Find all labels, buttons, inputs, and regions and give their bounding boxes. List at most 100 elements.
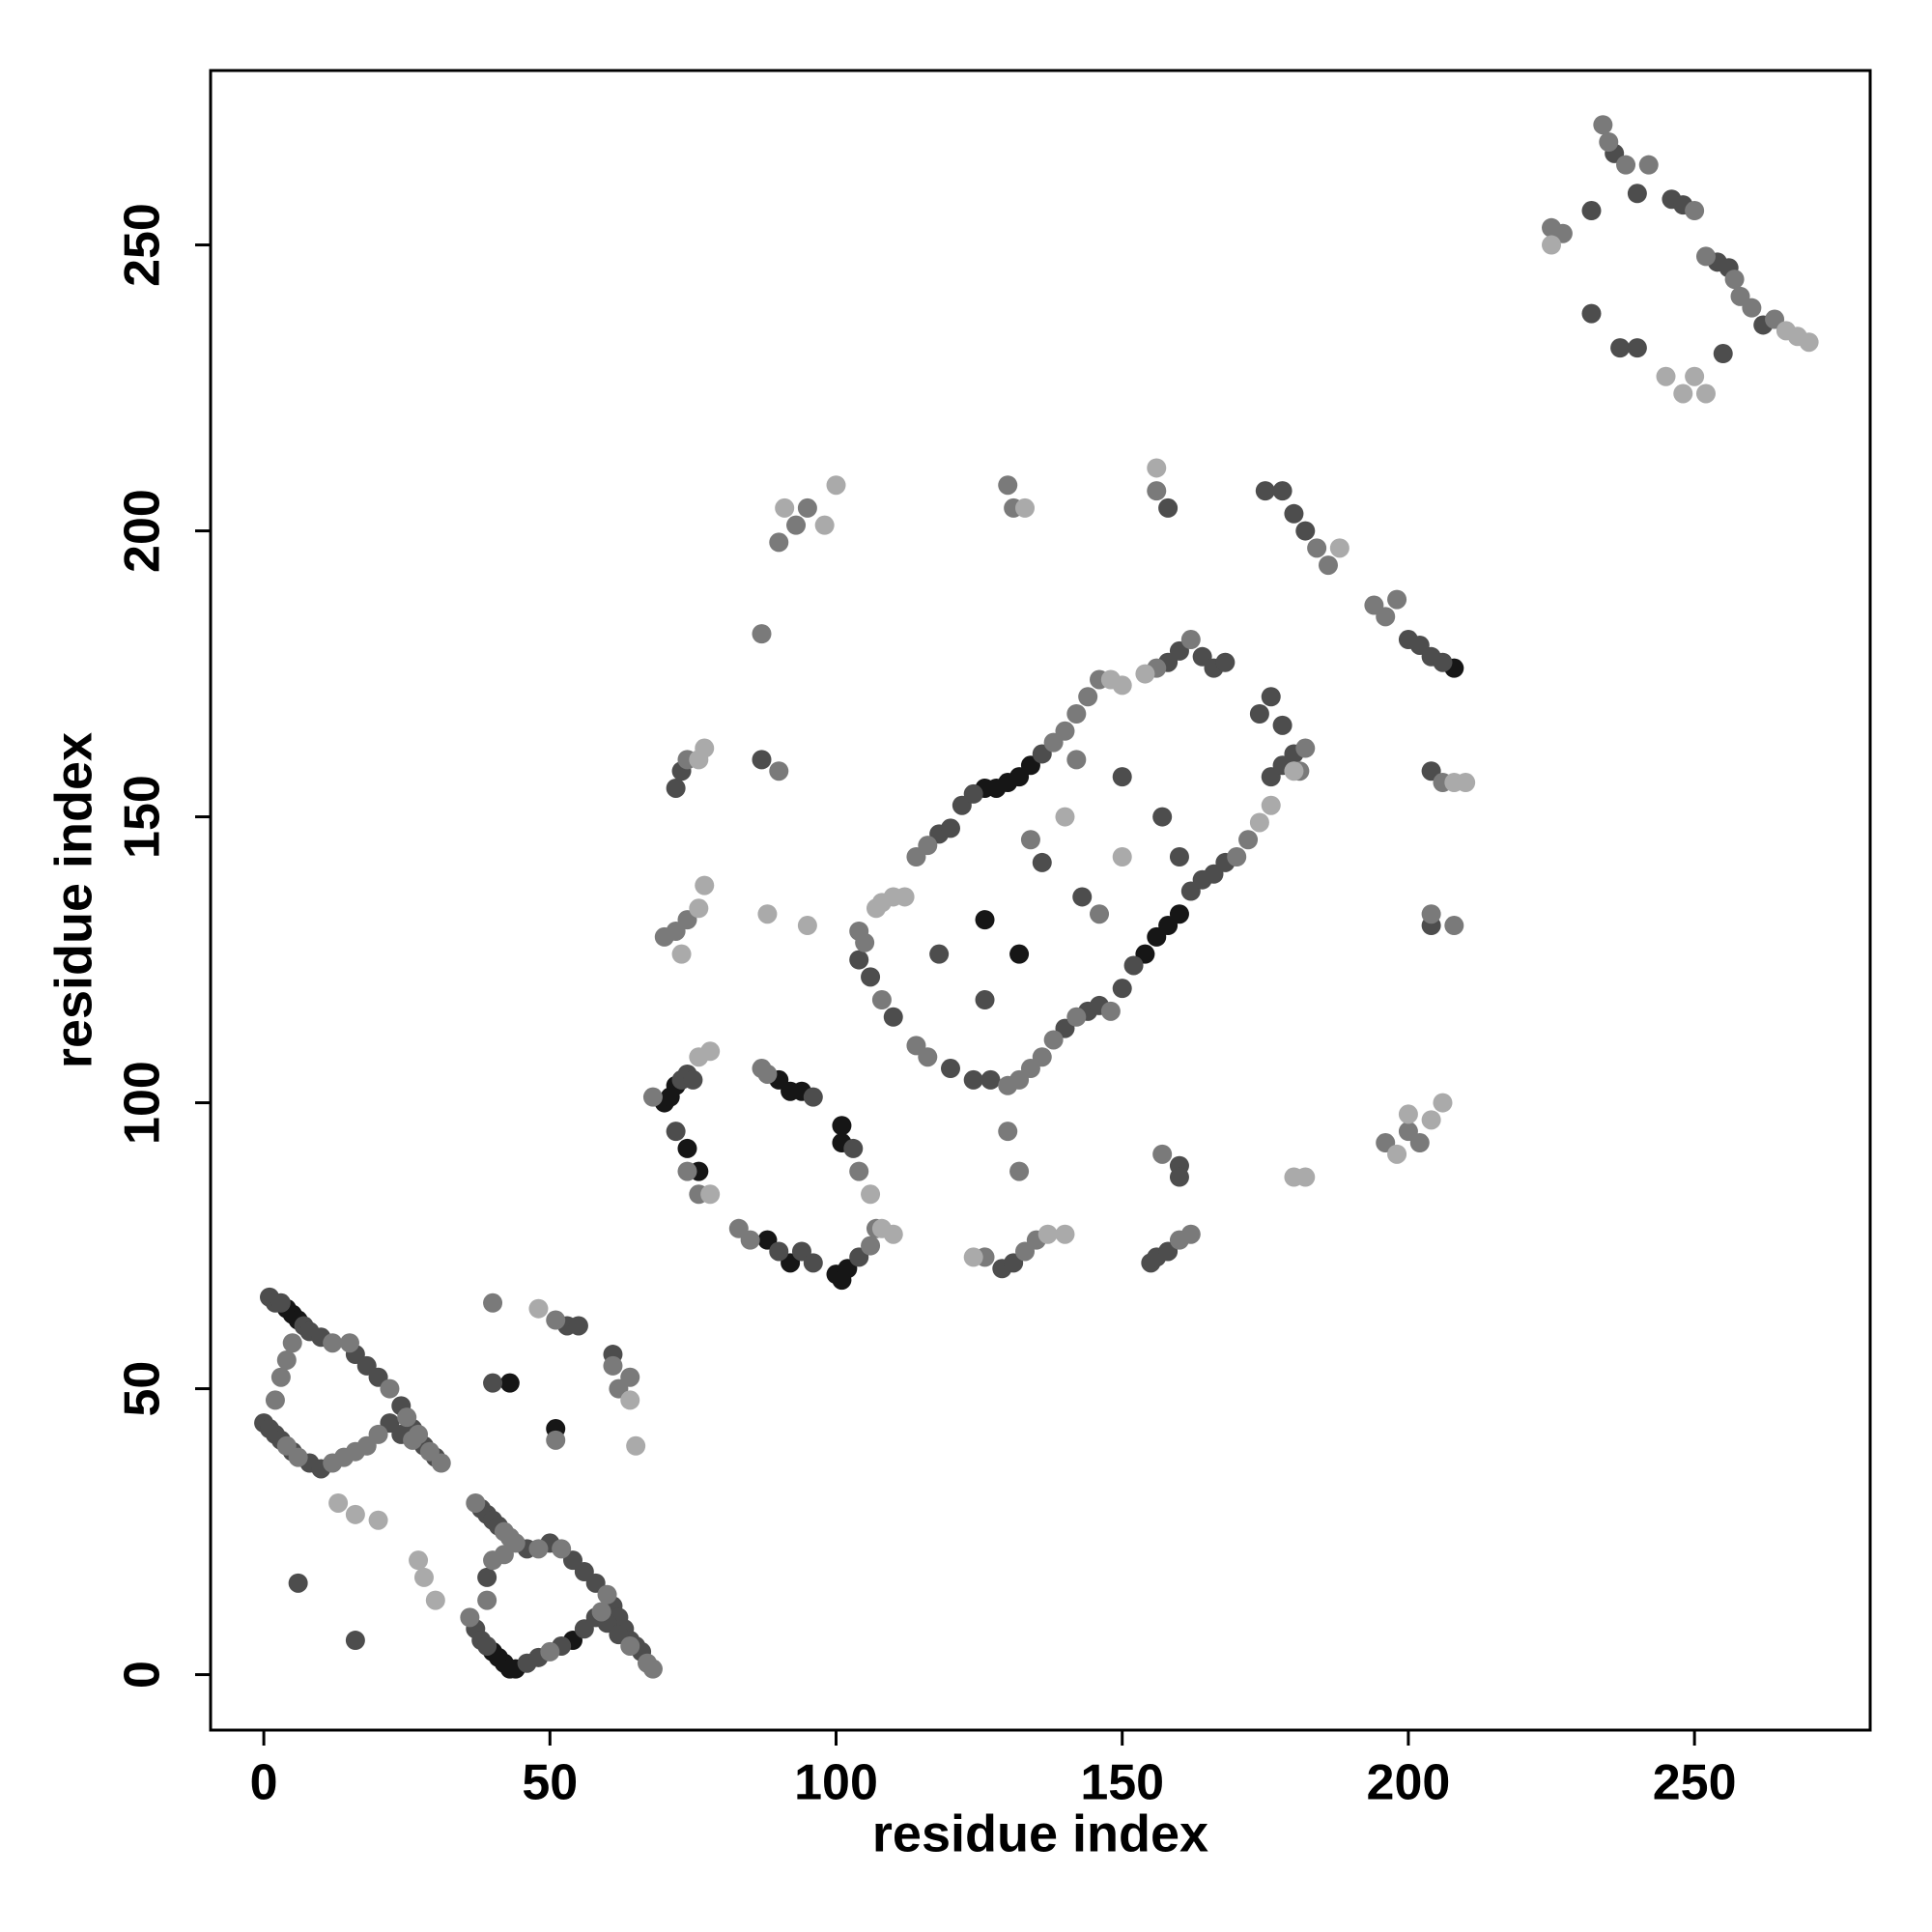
point: [797, 497, 817, 518]
x-tick-label: 0: [250, 1755, 278, 1811]
point: [803, 1253, 823, 1273]
point: [677, 1138, 697, 1158]
point: [695, 875, 715, 895]
point: [477, 1635, 497, 1656]
point: [883, 1007, 903, 1027]
point: [769, 761, 789, 781]
point: [368, 1424, 388, 1444]
point: [1616, 155, 1636, 175]
point: [1169, 847, 1189, 867]
point: [1255, 481, 1275, 501]
point: [397, 1407, 417, 1428]
point: [940, 818, 960, 838]
point: [1123, 955, 1144, 976]
point: [546, 1310, 566, 1330]
point: [1032, 852, 1052, 872]
point: [1078, 687, 1098, 707]
point: [1090, 904, 1110, 924]
point: [1421, 1110, 1441, 1130]
point: [1043, 1030, 1064, 1050]
point: [1799, 332, 1819, 353]
point: [786, 515, 807, 535]
point: [466, 1492, 486, 1513]
x-tick-label: 100: [794, 1755, 878, 1811]
y-tick-label: 200: [115, 489, 171, 573]
point: [552, 1539, 572, 1559]
point: [975, 910, 995, 930]
point: [413, 1567, 434, 1587]
point: [666, 1122, 686, 1142]
point: [528, 1539, 549, 1559]
point: [1656, 366, 1676, 386]
point: [1152, 807, 1173, 827]
point: [642, 1087, 663, 1107]
point: [1724, 270, 1745, 290]
point: [740, 1230, 760, 1250]
point: [1272, 715, 1293, 735]
point: [345, 1504, 365, 1524]
point: [1066, 750, 1087, 770]
point: [265, 1390, 285, 1410]
point: [1158, 497, 1179, 518]
point: [1695, 246, 1716, 267]
point: [689, 898, 709, 919]
point: [940, 1059, 960, 1079]
x-axis-title: residue index: [872, 1804, 1208, 1862]
point: [1387, 1144, 1407, 1164]
point: [1180, 630, 1201, 650]
point: [1593, 115, 1613, 135]
point: [1055, 1224, 1075, 1244]
y-tick-label: 100: [115, 1061, 171, 1145]
point: [1037, 1224, 1058, 1244]
point: [288, 1447, 308, 1467]
point: [1398, 1104, 1418, 1124]
point: [1261, 687, 1281, 707]
point: [276, 1350, 297, 1370]
point: [980, 1069, 1001, 1090]
point: [477, 1567, 497, 1587]
point: [1599, 132, 1619, 153]
point: [494, 1545, 514, 1565]
point: [700, 1184, 721, 1205]
point: [425, 1590, 445, 1610]
x-tick-label: 250: [1653, 1755, 1737, 1811]
point: [328, 1492, 349, 1513]
point: [671, 944, 692, 964]
point: [1713, 344, 1733, 364]
point: [826, 475, 846, 496]
point: [1581, 303, 1602, 324]
point: [282, 1333, 302, 1353]
point: [1433, 652, 1453, 672]
point: [1135, 664, 1155, 684]
point: [757, 1064, 778, 1084]
point: [998, 475, 1018, 496]
point: [677, 1161, 697, 1181]
point: [769, 532, 789, 553]
point: [1610, 338, 1631, 358]
point: [861, 1184, 881, 1205]
point: [483, 1293, 503, 1313]
point: [1112, 847, 1132, 867]
point: [460, 1607, 480, 1628]
y-axis-title: residue index: [44, 732, 102, 1068]
y-tick-label: 0: [115, 1661, 171, 1689]
point: [1638, 155, 1659, 175]
point: [288, 1573, 308, 1593]
point: [963, 1069, 983, 1090]
point: [620, 1390, 640, 1410]
point: [883, 1224, 903, 1244]
point: [1685, 366, 1705, 386]
point: [499, 1373, 520, 1393]
point: [1249, 704, 1269, 724]
point: [918, 836, 938, 856]
plot-frame: [209, 69, 1872, 1732]
y-tick-label: 250: [115, 203, 171, 287]
point: [540, 1641, 560, 1662]
point: [752, 750, 772, 770]
point: [757, 904, 778, 924]
point: [1238, 830, 1259, 850]
point: [1020, 830, 1040, 850]
x-tick-label: 50: [522, 1755, 578, 1811]
point: [403, 1430, 423, 1450]
point: [1695, 384, 1716, 404]
